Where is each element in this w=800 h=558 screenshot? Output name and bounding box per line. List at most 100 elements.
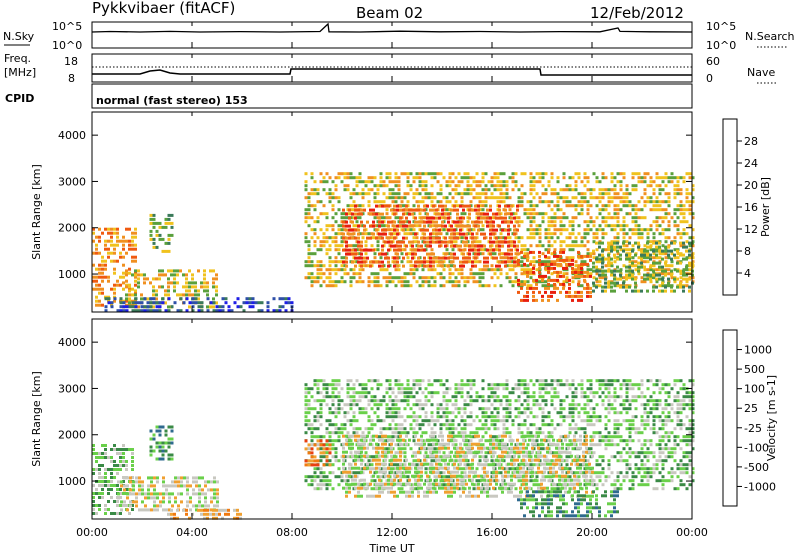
power-cell [559,251,562,254]
power-cell [188,293,191,296]
power-cell [453,237,456,240]
power-cell [162,250,165,253]
velocity-cell [392,467,395,470]
velocity-cell [386,379,389,382]
power-cell [656,196,659,199]
power-cell [641,208,644,211]
power-cell [623,172,626,175]
power-cell [423,229,426,232]
power-cell [524,172,527,175]
velocity-cell [329,395,332,398]
velocity-cell [201,504,204,507]
velocity-cell [398,387,401,390]
power-cell [435,209,438,212]
power-cell [500,200,503,203]
power-cell [517,259,520,262]
velocity-cell [101,484,104,487]
power-cell [389,272,392,275]
power-cell [401,252,404,255]
power-cell [116,236,119,239]
power-cell [399,209,402,212]
power-cell [509,196,512,199]
power-cell [649,246,652,249]
velocity-cell [308,483,311,486]
power-cell [581,244,584,247]
velocity-cell [200,513,203,516]
velocity-cell [362,391,365,394]
power-cell [345,221,348,224]
power-cell [578,172,581,175]
power-cell [428,284,431,287]
power-cell [464,172,467,175]
power-cell [688,290,691,293]
power-cell [494,176,497,179]
power-cell [470,188,473,191]
velocity-cell [353,399,356,402]
power-cell [464,188,467,191]
power-cell [601,262,604,265]
power-cell [416,172,419,175]
power-cell [363,261,366,264]
power-cell [587,212,590,215]
power-cell [203,289,206,292]
power-cell [440,172,443,175]
power-cell [335,196,338,199]
power-cell [665,200,668,203]
power-cell [584,260,587,263]
velocity-cell [326,475,329,478]
power-cell [362,268,365,271]
power-cell [216,305,219,308]
power-cell [617,232,620,235]
power-cell [113,284,116,287]
cpid-strip: CPID normal (fast stereo) 153 [5,84,692,108]
velocity-cell [464,427,467,430]
power-cell [513,229,516,232]
velocity-cell [156,426,159,429]
velocity-cell [204,496,207,499]
power-cell [393,225,396,228]
power-cell [533,196,536,199]
velocity-cell [407,387,410,390]
power-cell [447,217,450,220]
velocity-cell [165,492,168,495]
power-cell [659,184,662,187]
power-cell [357,213,360,216]
velocity-cell [449,423,452,426]
velocity-cell [204,480,207,483]
power-cell [314,192,317,195]
power-cell [503,184,506,187]
power-cell [538,251,541,254]
velocity-cell [494,391,497,394]
power-cell [513,245,516,248]
power-cell [587,200,590,203]
velocity-cell [347,391,350,394]
power-cell [599,208,602,211]
power-cell [656,204,659,207]
power-cell [384,229,387,232]
power-cell [185,281,188,284]
power-cell [422,184,425,187]
velocity-cell [305,479,308,482]
power-cell [398,268,401,271]
power-cell [577,271,580,274]
power-cell [354,249,357,252]
power-cell [161,269,164,272]
power-cell [518,196,521,199]
power-cell [680,200,683,203]
power-cell [374,216,377,219]
power-cell [429,237,432,240]
power-cell [377,188,380,191]
power-cell [359,192,362,195]
velocity-cell [132,500,135,503]
velocity-cell [159,492,162,495]
power-cell [643,274,646,277]
velocity-cell [335,379,338,382]
power-cell [432,257,435,260]
power-cell [381,221,384,224]
velocity-cell [398,415,401,418]
power-cell [686,268,689,271]
power-cell [425,196,428,199]
power-cell [446,180,449,183]
power-cell [649,266,652,269]
